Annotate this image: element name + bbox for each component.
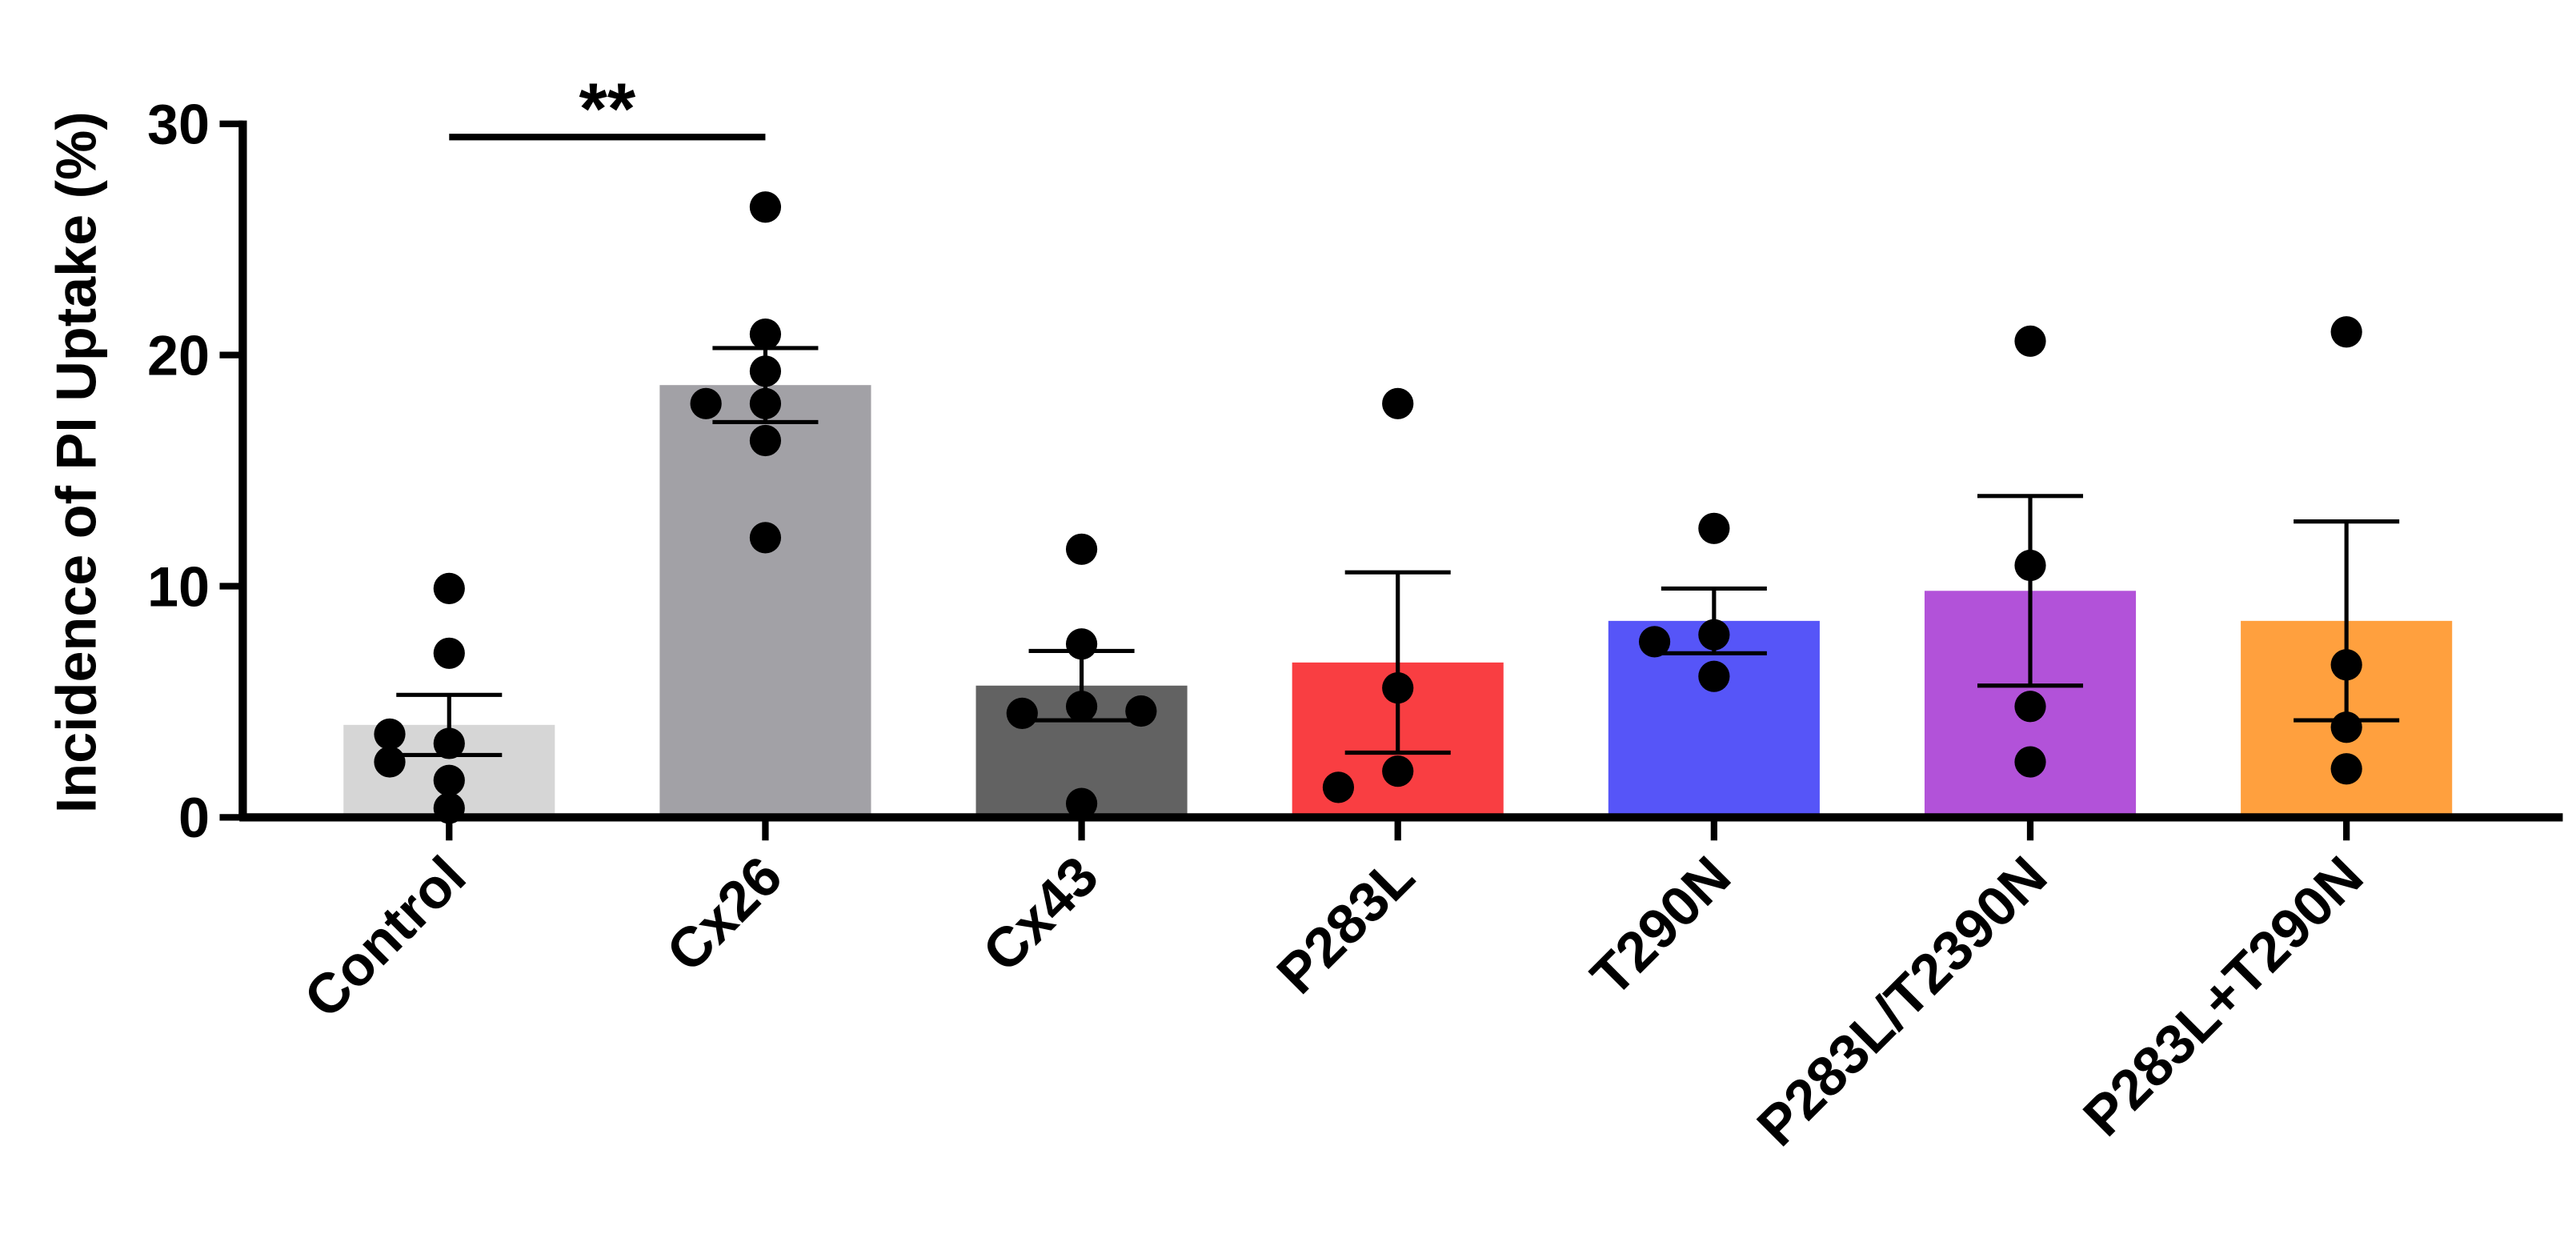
data-point — [1382, 755, 1414, 787]
x-tick-label: P283L — [1264, 844, 1426, 1006]
data-point — [1638, 626, 1671, 658]
data-point — [1382, 672, 1414, 704]
data-point — [2014, 325, 2046, 357]
y-tick-label: 20 — [147, 323, 210, 387]
significance-label: ** — [579, 69, 636, 150]
data-point — [1006, 697, 1038, 730]
data-point — [2330, 753, 2362, 785]
data-point — [749, 191, 782, 223]
y-tick-label: 30 — [147, 93, 210, 156]
data-point — [1065, 787, 1098, 819]
x-tick-label: Control — [291, 844, 477, 1030]
data-point — [749, 319, 782, 351]
y-tick-label: 0 — [178, 786, 210, 849]
x-tick-label: Cx43 — [971, 844, 1110, 984]
data-point — [1322, 771, 1355, 803]
bar — [659, 385, 871, 818]
data-point — [374, 746, 406, 778]
data-point — [2014, 549, 2046, 582]
y-axis-label: Incidence of PI Uptake (%) — [45, 111, 108, 813]
x-tick-label: P283L/T2390N — [1745, 844, 2058, 1158]
data-point — [433, 727, 465, 759]
data-point — [749, 522, 782, 554]
data-point — [2330, 711, 2362, 743]
data-point — [749, 387, 782, 419]
data-point — [690, 387, 722, 419]
data-point — [1382, 387, 1414, 419]
data-point — [2014, 746, 2046, 778]
data-point — [2330, 649, 2362, 681]
data-point — [1698, 660, 1730, 692]
data-point — [374, 718, 406, 751]
data-point — [433, 637, 465, 669]
data-point — [1698, 512, 1730, 544]
data-point — [749, 355, 782, 387]
x-tick-label: T290N — [1579, 844, 1743, 1008]
data-point — [2330, 316, 2362, 348]
data-point — [1065, 628, 1098, 660]
data-point — [749, 424, 782, 457]
data-point — [433, 572, 465, 605]
data-point — [433, 792, 465, 824]
data-point — [2014, 691, 2046, 723]
data-point — [1065, 533, 1098, 565]
x-tick-label: P283L+T290N — [2071, 844, 2375, 1148]
data-point — [1125, 695, 1157, 727]
data-point — [433, 764, 465, 796]
y-tick-label: 10 — [147, 555, 210, 618]
x-tick-label: Cx26 — [654, 844, 793, 984]
data-point — [1065, 691, 1098, 723]
data-point — [1698, 619, 1730, 651]
